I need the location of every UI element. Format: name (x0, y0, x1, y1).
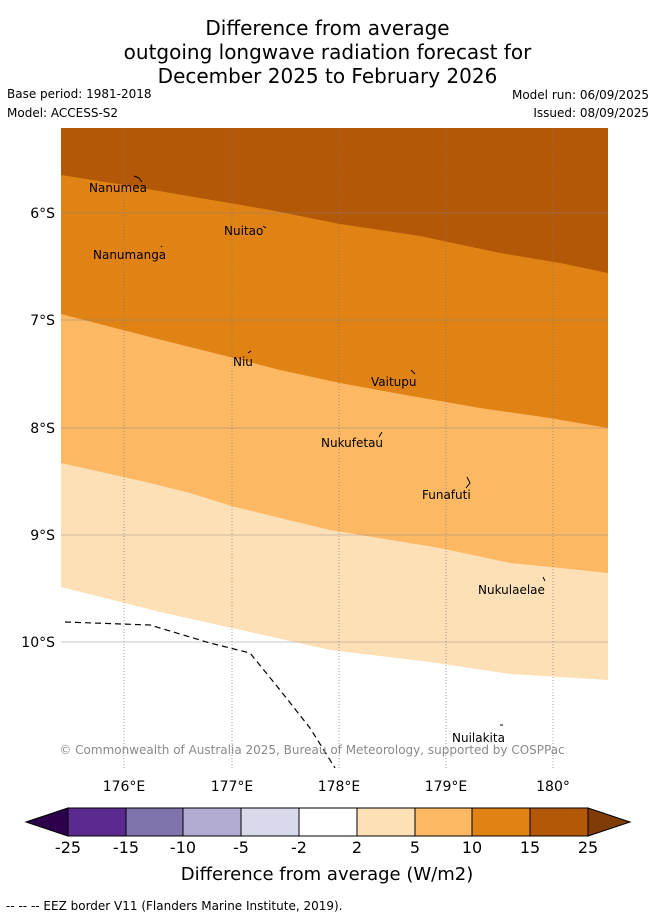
colorbar-ticks: -25 -15 -10 -5 -2 2 5 10 15 25 (55, 838, 598, 857)
colorbar-tick-8: 10 (462, 838, 482, 857)
model-label: Model: ACCESS-S2 (7, 106, 119, 120)
map-area: Nanumea Nuitao Nanumanga Niu Vaitupu Nuk… (59, 128, 608, 768)
island-nanumea (133, 175, 143, 183)
colorbar-segment-6 (356, 807, 416, 837)
island-nuitao (262, 225, 267, 229)
place-label-niu: Niu (233, 355, 253, 369)
island-nanumanga (160, 245, 163, 248)
eez-border (64, 621, 336, 768)
lon-label-177E: 177°E (211, 779, 254, 795)
colorbar-segment-1 (67, 807, 127, 837)
title-line-2: outgoing longwave radiation forecast for (123, 40, 532, 64)
colorbar-segment-5 (298, 807, 358, 837)
colorbar-over-arrow (587, 807, 632, 837)
colorbar-segment-8 (471, 807, 531, 837)
eez-border-legend: -- -- -- EEZ border V11 (Flanders Marine… (6, 899, 343, 913)
colorbar: -25 -15 -10 -5 -2 2 5 10 15 25 Differenc… (24, 807, 632, 885)
lon-label-180: 180° (536, 779, 570, 795)
colorbar-segment-4 (240, 807, 300, 837)
lat-label-8S: 8°S (30, 421, 55, 437)
parallels (61, 212, 608, 643)
island-vaitupu (410, 369, 416, 375)
place-label-nanumea: Nanumea (89, 181, 147, 195)
longitude-labels: 176°E 177°E 178°E 179°E 180° (103, 779, 570, 795)
band-above-25 (61, 128, 608, 273)
lat-label-9S: 9°S (30, 528, 55, 544)
place-label-nanumanga: Nanumanga (93, 248, 166, 262)
colorbar-tick-7: 5 (410, 838, 420, 857)
island-funafuti (465, 476, 471, 489)
copyright-notice: © Commonwealth of Australia 2025, Bureau… (59, 743, 564, 757)
chart-title: Difference from average outgoing longwav… (0, 16, 655, 88)
islands (133, 175, 546, 726)
colorbar-tick-1: -25 (55, 838, 81, 857)
latitude-labels: 6°S 7°S 8°S 9°S 10°S (21, 206, 55, 651)
lat-label-6S: 6°S (30, 206, 55, 222)
island-niu (247, 350, 252, 354)
colorbar-segment-2 (125, 807, 184, 837)
colorbar-tick-4: -5 (233, 838, 249, 857)
colorbar-segment-3 (182, 807, 242, 837)
place-label-vaitupu: Vaitupu (371, 375, 417, 389)
colorbar-tick-9: 15 (520, 838, 540, 857)
lat-label-10S: 10°S (21, 635, 55, 651)
lon-label-176E: 176°E (103, 779, 146, 795)
base-period-label: Base period: 1981-2018 (7, 87, 152, 101)
place-label-nuilakita: Nuilakita (452, 731, 505, 745)
place-label-nuitao: Nuitao (224, 224, 263, 238)
colorbar-under-arrow (24, 807, 69, 837)
place-label-nukulaelae: Nukulaelae (478, 583, 545, 597)
lon-label-179E: 179°E (425, 779, 468, 795)
island-nukulaelae (542, 576, 546, 582)
place-label-funafuti: Funafuti (422, 488, 471, 502)
lat-label-7S: 7°S (30, 313, 55, 329)
island-nukufetau (378, 431, 383, 438)
colorbar-segment-7 (414, 807, 473, 837)
issued-label: Issued: 08/09/2025 (533, 106, 649, 120)
colorbar-tick-3: -10 (170, 838, 196, 857)
colorbar-segment-9 (529, 807, 589, 837)
colorbar-tick-6: 2 (352, 838, 362, 857)
title-line-1: Difference from average (205, 16, 450, 40)
colorbar-tick-5: -2 (291, 838, 307, 857)
colorbar-tick-10: 25 (578, 838, 598, 857)
colorbar-tick-2: -15 (113, 838, 139, 857)
colorbar-label: Difference from average (W/m2) (181, 864, 473, 885)
lon-label-178E: 178°E (318, 779, 361, 795)
title-line-3: December 2025 to February 2026 (157, 64, 498, 88)
place-label-nukufetau: Nukufetau (321, 436, 383, 450)
model-run-label: Model run: 06/09/2025 (511, 88, 649, 102)
